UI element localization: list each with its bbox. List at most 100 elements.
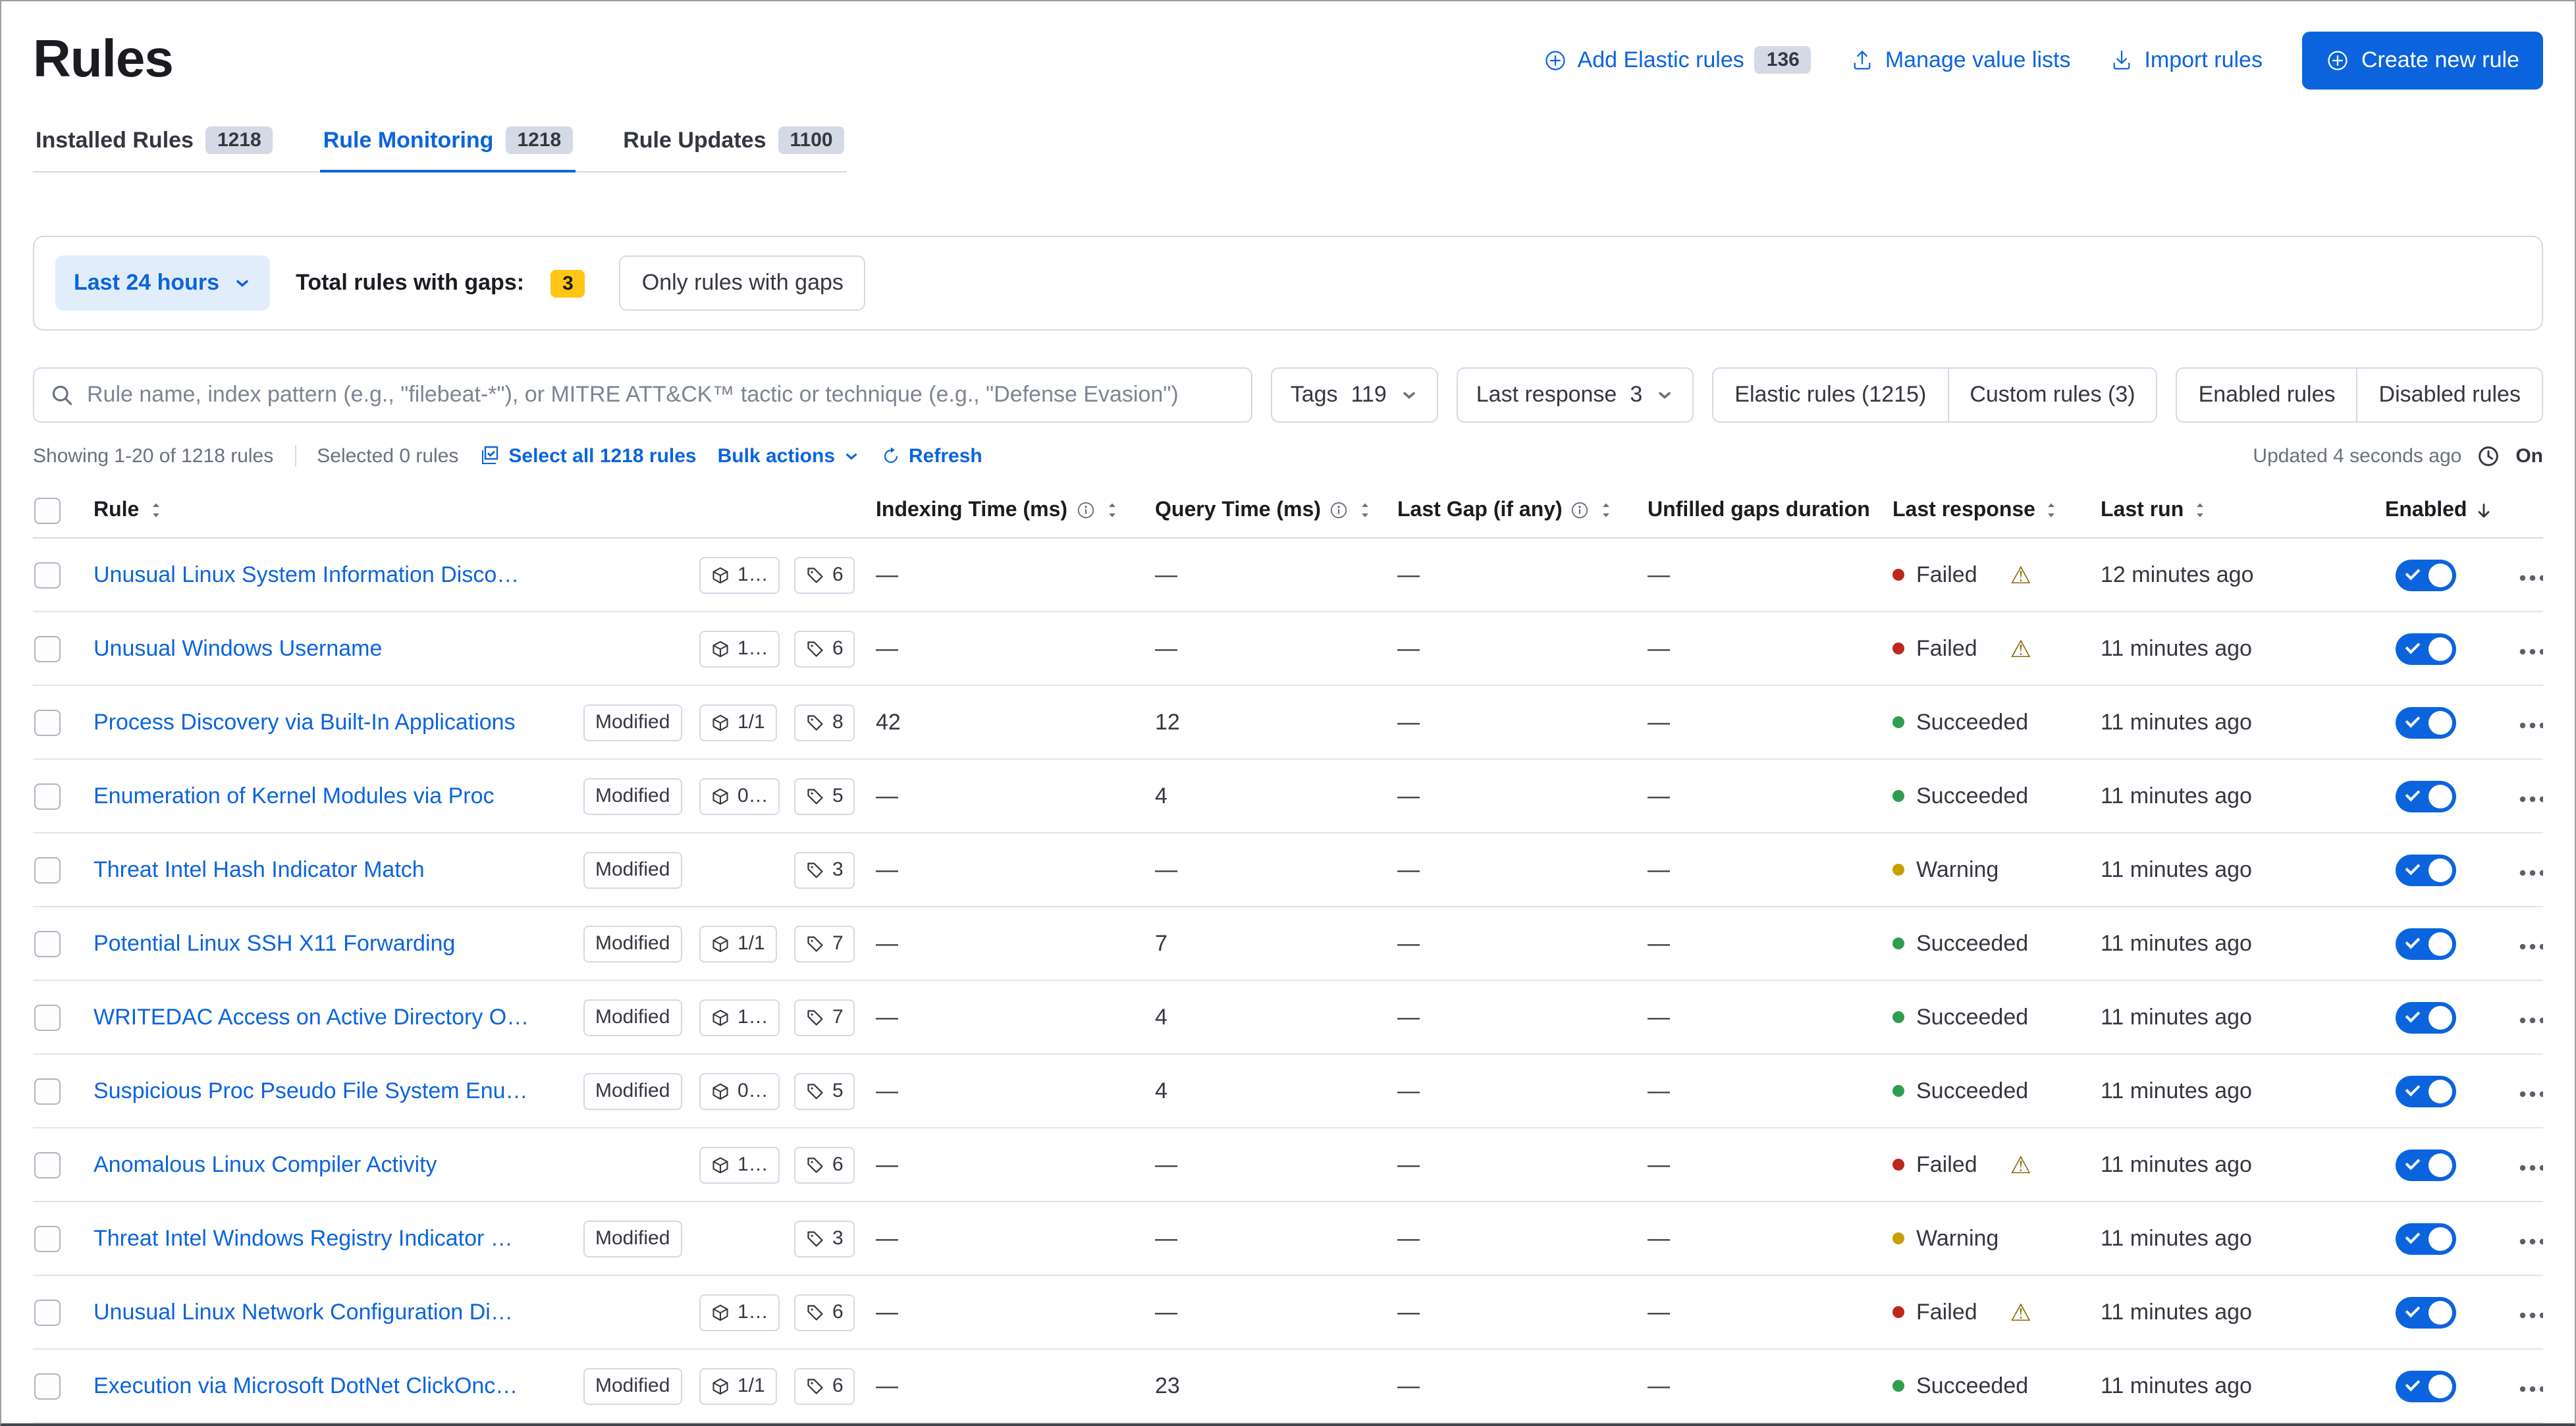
tags-badge[interactable]: 6 xyxy=(794,1367,855,1404)
tags-badge[interactable]: 6 xyxy=(794,630,855,667)
search-filter-row: Tags 119 Last response 3 Elastic rules (… xyxy=(33,367,2543,423)
rule-name-link[interactable]: Threat Intel Hash Indicator Match xyxy=(94,857,425,882)
column-header-unfilled-gaps[interactable]: Unfilled gaps duration xyxy=(1637,498,1882,522)
only-gaps-button[interactable]: Only rules with gaps xyxy=(619,255,866,311)
row-actions-button[interactable] xyxy=(2517,863,2543,882)
tags-badge[interactable]: 3 xyxy=(794,1220,855,1257)
row-checkbox[interactable] xyxy=(34,562,61,589)
row-actions-button[interactable] xyxy=(2517,789,2543,808)
tags-badge[interactable]: 7 xyxy=(794,999,855,1036)
row-checkbox[interactable] xyxy=(34,1151,61,1178)
row-checkbox[interactable] xyxy=(34,783,61,810)
tags-badge[interactable]: 7 xyxy=(794,925,855,962)
column-header-enabled[interactable]: Enabled xyxy=(2375,498,2506,522)
add-elastic-rules-link[interactable]: Add Elastic rules 136 xyxy=(1543,46,1811,74)
rule-name-link[interactable]: Anomalous Linux Compiler Activity xyxy=(94,1151,437,1176)
row-actions-button[interactable] xyxy=(2517,1011,2543,1029)
tags-badge[interactable]: 6 xyxy=(794,1146,855,1183)
response-status-dot xyxy=(1892,1232,1904,1244)
last-gap-cell: — xyxy=(1397,1373,1420,1398)
custom-rules-filter[interactable]: Custom rules (3) xyxy=(1947,369,2157,421)
tab-installed-rules[interactable]: Installed Rules 1218 xyxy=(33,113,276,172)
enabled-toggle[interactable] xyxy=(2396,1296,2456,1328)
row-checkbox[interactable] xyxy=(34,1299,61,1326)
column-header-last-response[interactable]: Last response xyxy=(1882,498,2090,522)
tags-badge[interactable]: 6 xyxy=(794,556,855,593)
row-checkbox[interactable] xyxy=(34,1078,61,1105)
column-header-query-time[interactable]: Query Time (ms) xyxy=(1144,498,1387,522)
import-rules-link[interactable]: Import rules xyxy=(2110,47,2263,73)
enabled-toggle[interactable] xyxy=(2396,1223,2456,1254)
column-header-last-gap[interactable]: Last Gap (if any) xyxy=(1387,498,1637,522)
enabled-toggle[interactable] xyxy=(2396,1370,2456,1402)
rule-name-cell: Potential Linux SSH X11 Forwarding xyxy=(94,930,583,957)
row-checkbox[interactable] xyxy=(34,857,61,884)
auto-refresh-icon[interactable] xyxy=(2477,444,2500,467)
enabled-toggle[interactable] xyxy=(2396,780,2456,812)
response-label: Failed xyxy=(1916,562,1977,587)
tags-badge[interactable]: 5 xyxy=(794,778,855,814)
rule-name-link[interactable]: Process Discovery via Built-In Applicati… xyxy=(94,709,516,734)
row-checkbox[interactable] xyxy=(34,1373,61,1400)
column-header-rule[interactable]: Rule xyxy=(94,498,865,522)
disabled-rules-filter[interactable]: Disabled rules xyxy=(2356,369,2542,421)
rule-name-link[interactable]: Threat Intel Windows Registry Indicator … xyxy=(94,1225,513,1250)
bulk-actions-button[interactable]: Bulk actions xyxy=(718,444,860,467)
enabled-toggle[interactable] xyxy=(2396,559,2456,591)
header-select-all-checkbox[interactable] xyxy=(33,497,94,523)
row-actions-button[interactable] xyxy=(2517,937,2543,955)
last-response-filter-button[interactable]: Last response 3 xyxy=(1456,367,1694,423)
enabled-rules-filter[interactable]: Enabled rules xyxy=(2177,369,2357,421)
column-label: Last run xyxy=(2101,498,2184,521)
tab-rule-monitoring[interactable]: Rule Monitoring 1218 xyxy=(320,113,576,172)
row-checkbox[interactable] xyxy=(34,1004,61,1031)
column-label: Enabled xyxy=(2385,498,2467,521)
row-actions-button[interactable] xyxy=(2517,1232,2543,1250)
enabled-toggle[interactable] xyxy=(2396,633,2456,664)
row-actions-button[interactable] xyxy=(2517,568,2543,587)
row-checkbox[interactable] xyxy=(34,930,61,957)
enabled-toggle[interactable] xyxy=(2396,928,2456,959)
row-actions-button[interactable] xyxy=(2517,1084,2543,1103)
checkbox[interactable] xyxy=(34,497,61,523)
enabled-toggle[interactable] xyxy=(2396,1075,2456,1107)
row-actions-button[interactable] xyxy=(2517,642,2543,660)
row-actions-button[interactable] xyxy=(2517,1306,2543,1324)
column-header-indexing-time[interactable]: Indexing Time (ms) xyxy=(865,498,1144,522)
refresh-button[interactable]: Refresh xyxy=(881,444,982,467)
row-checkbox[interactable] xyxy=(34,1225,61,1252)
row-checkbox[interactable] xyxy=(34,709,61,736)
enabled-toggle[interactable] xyxy=(2396,1149,2456,1180)
create-new-rule-button[interactable]: Create new rule xyxy=(2301,31,2543,89)
tab-rule-updates[interactable]: Rule Updates 1100 xyxy=(620,113,847,172)
rule-name-link[interactable]: Execution via Microsoft DotNet ClickOnc… xyxy=(94,1373,518,1398)
tag-icon xyxy=(806,860,824,879)
rule-name-link[interactable]: Suspicious Proc Pseudo File System Enu… xyxy=(94,1078,528,1103)
rule-name-link[interactable]: Unusual Linux Network Configuration Di… xyxy=(94,1299,513,1324)
rule-name-link[interactable]: Unusual Windows Username xyxy=(94,635,383,660)
tags-filter-button[interactable]: Tags 119 xyxy=(1270,367,1438,423)
time-range-button[interactable]: Last 24 hours xyxy=(55,255,270,311)
row-actions-button[interactable] xyxy=(2517,1158,2543,1176)
tags-badge[interactable]: 8 xyxy=(794,704,855,741)
row-actions-button[interactable] xyxy=(2517,1379,2543,1398)
tags-badge[interactable]: 3 xyxy=(794,851,855,888)
enabled-toggle[interactable] xyxy=(2396,854,2456,885)
rule-name-link[interactable]: WRITEDAC Access on Active Directory O… xyxy=(94,1004,529,1029)
rule-name-link[interactable]: Potential Linux SSH X11 Forwarding xyxy=(94,930,456,955)
search-icon xyxy=(50,383,74,407)
tags-badge[interactable]: 5 xyxy=(794,1072,855,1109)
row-checkbox[interactable] xyxy=(34,635,61,662)
manage-value-lists-link[interactable]: Manage value lists xyxy=(1851,47,2070,73)
elastic-rules-filter[interactable]: Elastic rules (1215) xyxy=(1713,369,1948,421)
rule-name-link[interactable]: Enumeration of Kernel Modules via Proc xyxy=(94,783,495,808)
select-all-link[interactable]: Select all 1218 rules xyxy=(479,444,697,467)
query-time-cell: 4 xyxy=(1155,1004,1167,1029)
enabled-toggle[interactable] xyxy=(2396,706,2456,738)
search-input[interactable] xyxy=(87,382,1235,408)
tags-badge[interactable]: 6 xyxy=(794,1294,855,1331)
column-header-last-run[interactable]: Last run xyxy=(2090,498,2375,522)
row-actions-button[interactable] xyxy=(2517,716,2543,734)
rule-name-link[interactable]: Unusual Linux System Information Disco… xyxy=(94,562,520,587)
enabled-toggle[interactable] xyxy=(2396,1001,2456,1033)
